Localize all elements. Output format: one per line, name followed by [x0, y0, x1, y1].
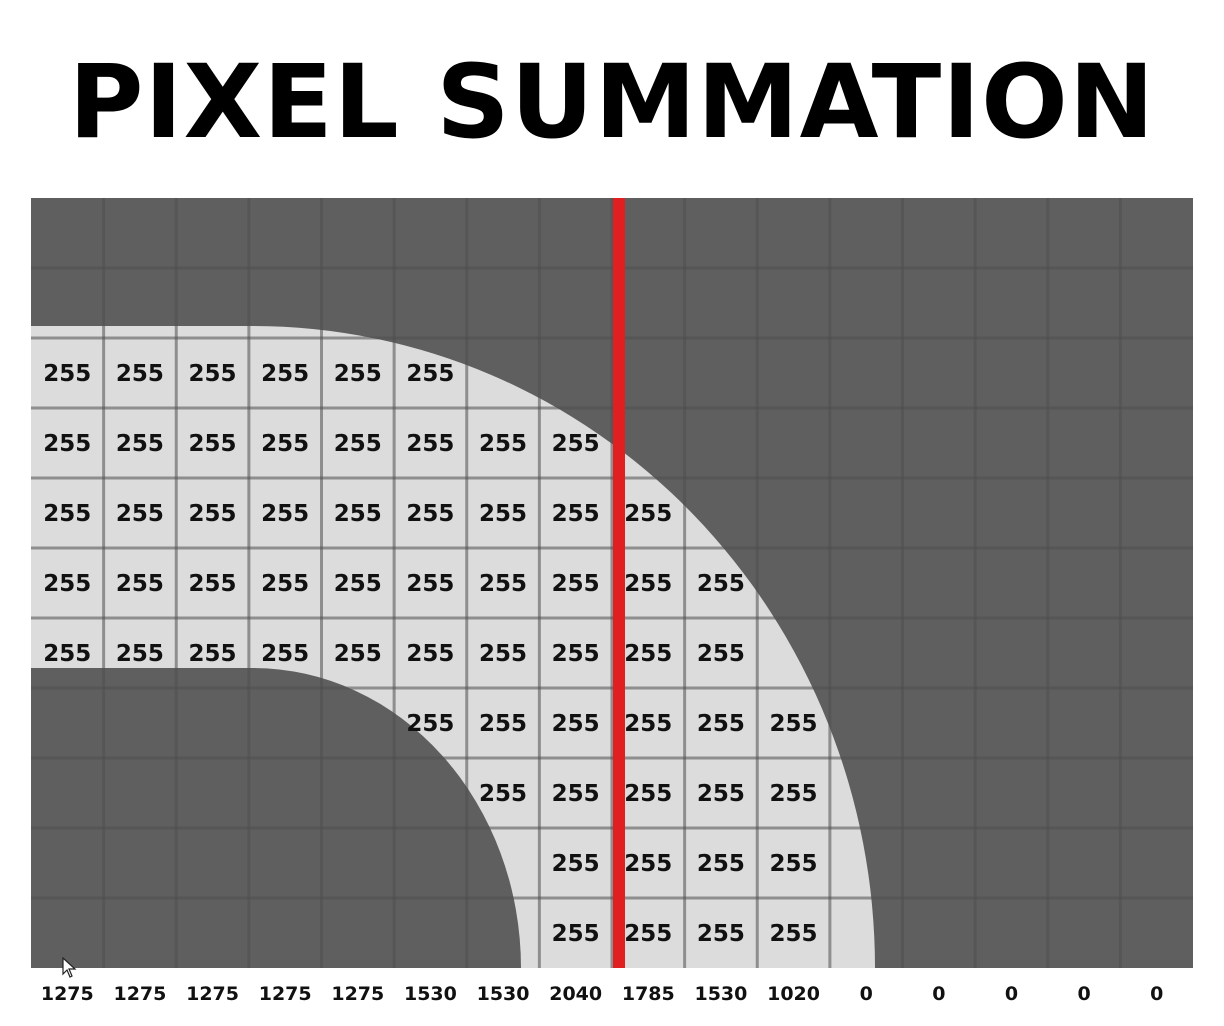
pixel-value: 255 — [697, 851, 745, 877]
column-sum-label: 1275 — [186, 983, 239, 1005]
pixel-value: 255 — [189, 361, 237, 387]
pixel-value: 255 — [334, 641, 382, 667]
pixel-value: 255 — [189, 501, 237, 527]
column-sum-label: 0 — [1077, 983, 1090, 1005]
column-sum-label: 1530 — [477, 983, 530, 1005]
pixel-value: 255 — [406, 711, 454, 737]
pixel-value: 255 — [43, 501, 91, 527]
pixel-value: 255 — [406, 361, 454, 387]
pixel-value: 255 — [43, 431, 91, 457]
pixel-value: 255 — [552, 921, 600, 947]
column-sum-label: 1275 — [41, 983, 94, 1005]
column-sum-label: 1530 — [404, 983, 457, 1005]
pixel-value: 255 — [406, 501, 454, 527]
pixel-value: 255 — [552, 431, 600, 457]
pixel-value: 255 — [770, 921, 818, 947]
pixel-value: 255 — [43, 571, 91, 597]
pixel-value: 255 — [334, 361, 382, 387]
pixel-value: 255 — [189, 431, 237, 457]
pixel-value: 255 — [261, 431, 309, 457]
column-sum-label: 1275 — [113, 983, 166, 1005]
pixel-value: 255 — [406, 641, 454, 667]
pixel-values: 255 255 255 255 255 255 255 255 255 255 255 255 255 2… — [43, 361, 817, 947]
pixel-value: 255 — [261, 361, 309, 387]
pixel-value: 255 — [697, 641, 745, 667]
pixel-value: 255 — [261, 641, 309, 667]
column-sum-label: 1275 — [331, 983, 384, 1005]
pixel-value: 255 — [189, 641, 237, 667]
pixel-value: 255 — [116, 641, 164, 667]
scan-line — [613, 198, 625, 968]
pixel-value: 255 — [479, 641, 527, 667]
column-sum-label: 1020 — [767, 983, 820, 1005]
pixel-value: 255 — [116, 361, 164, 387]
pixel-value: 255 — [479, 781, 527, 807]
column-sum-label: 0 — [932, 983, 945, 1005]
pixel-value: 255 — [334, 501, 382, 527]
pixel-value: 255 — [406, 431, 454, 457]
pixel-value: 255 — [770, 781, 818, 807]
pixel-value: 255 — [334, 431, 382, 457]
pixel-value: 255 — [770, 711, 818, 737]
column-sum-label: 1275 — [259, 983, 312, 1005]
pixel-value: 255 — [552, 571, 600, 597]
pixel-value: 255 — [552, 781, 600, 807]
column-sum-label: 0 — [860, 983, 873, 1005]
pixel-value: 255 — [116, 501, 164, 527]
pixel-value: 255 — [697, 781, 745, 807]
column-sum-label: 2040 — [549, 983, 602, 1005]
pixel-value: 255 — [43, 361, 91, 387]
column-sum-label: 0 — [1150, 983, 1163, 1005]
pixel-value: 255 — [479, 571, 527, 597]
mouse-cursor-icon — [62, 957, 77, 978]
pixel-value: 255 — [552, 641, 600, 667]
pixel-value: 255 — [479, 501, 527, 527]
pixel-value: 255 — [624, 641, 672, 667]
column-sum-label: 1530 — [694, 983, 747, 1005]
pixel-value: 255 — [552, 711, 600, 737]
pixel-value: 255 — [624, 781, 672, 807]
column-sum-labels: 1275 1275 1275 1275 1275 1530 1530 2040 1785 1530… — [41, 983, 1163, 1005]
diagram-title: PIXEL SUMMATION — [68, 43, 1156, 162]
grid-lines — [31, 198, 1193, 968]
pixel-value: 255 — [116, 571, 164, 597]
pixel-value: 255 — [261, 501, 309, 527]
pixel-value: 255 — [334, 571, 382, 597]
pixel-value: 255 — [624, 501, 672, 527]
pixel-value: 255 — [189, 571, 237, 597]
pixel-value: 255 — [624, 571, 672, 597]
pixel-value: 255 — [770, 851, 818, 877]
pixel-value: 255 — [697, 711, 745, 737]
pixel-value: 255 — [479, 711, 527, 737]
pixel-value: 255 — [261, 571, 309, 597]
pixel-value: 255 — [116, 431, 164, 457]
pixel-value: 255 — [552, 501, 600, 527]
pixel-value: 255 — [479, 431, 527, 457]
column-sum-label: 0 — [1005, 983, 1018, 1005]
pixel-value: 255 — [406, 571, 454, 597]
pixel-value: 255 — [43, 641, 91, 667]
pixel-value: 255 — [624, 851, 672, 877]
pixel-value: 255 — [624, 921, 672, 947]
column-sum-label: 1785 — [622, 983, 675, 1005]
pixel-value: 255 — [697, 571, 745, 597]
pixel-value: 255 — [624, 711, 672, 737]
pixel-value: 255 — [552, 851, 600, 877]
foreground-arc-shape — [31, 326, 875, 968]
pixel-value: 255 — [697, 921, 745, 947]
